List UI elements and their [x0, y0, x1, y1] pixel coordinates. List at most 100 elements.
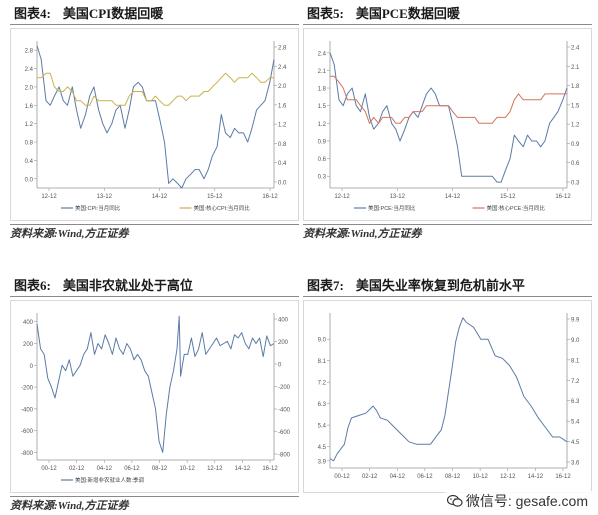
source-note: 资料来源:Wind,方正证券: [10, 224, 299, 240]
legend-label: 美国:新增非农就业人数:季调: [75, 476, 145, 484]
chart-title: 美国CPI数据回暖: [62, 6, 164, 21]
y-tick-label-left: 9.0: [318, 338, 327, 344]
legend-label: 美国:核心PCE:当月同比: [487, 204, 546, 212]
x-tick-label: 16-12: [262, 194, 278, 200]
x-tick-label: 12-12: [207, 466, 223, 472]
y-tick-label-left: 0.3: [318, 175, 327, 181]
source-note: 资料来源:Wind,方正证券: [303, 224, 592, 240]
x-tick-label: 00-12: [41, 466, 57, 472]
x-tick-label: 00-12: [334, 474, 350, 480]
y-tick-label-right: 6.3: [571, 399, 580, 405]
pce-chart: 0.3 0.6 0.9 1.2 1.5 1.8 2.1 2.4 0.3 0.6 0.9 1.2 1.5 1…: [318, 41, 580, 212]
source-text: 资料来源:Wind,方正证券: [10, 228, 129, 240]
y-tick-label-right: 2.1: [571, 65, 580, 71]
x-tick-label: 06-12: [417, 474, 433, 480]
x-tick-label: 16-12: [262, 466, 278, 472]
y-tick-label-right: 1.2: [278, 123, 287, 129]
source-text: 资料来源:Wind,方正证券: [10, 500, 129, 512]
y-tick-label-right: 3.6: [571, 461, 580, 467]
x-tick-label: 14-12: [445, 194, 461, 200]
y-tick-label-right: 400: [278, 318, 289, 324]
y-tick-label-left: 2.4: [25, 67, 34, 73]
wechat-icon: [446, 494, 463, 507]
y-tick-label-right: 5.4: [571, 420, 580, 426]
cpi-chart: 0.0 0.4 0.8 1.2 1.6 2.0 2.4 2.8 0.0 0.4 0.8 1.2 1.6 2…: [25, 41, 287, 212]
y-tick-label-right: 0: [278, 363, 282, 369]
panel-title: 图表5: 美国PCE数据回暖: [303, 4, 592, 25]
figure-label: 图表5:: [307, 6, 344, 21]
series-line-1: [37, 72, 274, 106]
y-tick-label-left: 2.4: [318, 51, 327, 57]
y-tick-label-left: 2.0: [25, 85, 34, 91]
y-tick-label-left: 4.5: [318, 445, 327, 451]
y-tick-label-right: 0.8: [278, 142, 287, 148]
x-tick-label: 12-12: [334, 194, 350, 200]
legend-label: 美国:核心CPI:当月同比: [194, 204, 251, 212]
chart-frame: -800 -600 -400 -200 0 200 400 -800 -600 -400 -200 0…: [10, 300, 299, 493]
chart-title: 美国非农就业处于高位: [62, 278, 193, 293]
chart-title: 美国失业率恢复到危机前水平: [355, 278, 525, 293]
y-tick-label-right: 2.0: [278, 84, 287, 90]
y-tick-label-right: 2.4: [571, 46, 580, 52]
y-tick-label-left: 1.2: [25, 122, 34, 128]
series-line-1: [330, 75, 567, 124]
y-tick-label-left: 6.3: [318, 402, 327, 408]
y-tick-label-left: 0.0: [25, 177, 34, 183]
y-tick-label-left: 3.9: [318, 459, 327, 465]
figure-label: 图表6:: [14, 278, 51, 293]
y-tick-label-left: 1.8: [318, 87, 327, 93]
x-tick-label: 16-12: [555, 474, 571, 480]
y-tick-label-left: -400: [21, 407, 34, 413]
x-tick-label: 14-12: [235, 466, 251, 472]
nfp-chart: -800 -600 -400 -200 0 200 400 -800 -600 -400 -200 0…: [21, 313, 291, 484]
y-tick-label-left: -200: [21, 386, 34, 392]
x-tick-label: 13-12: [390, 194, 406, 200]
y-tick-label-right: 2.8: [278, 46, 287, 52]
y-tick-label-right: 7.2: [571, 379, 580, 385]
y-tick-label-left: 0: [30, 364, 34, 370]
y-tick-label-left: 1.2: [318, 122, 327, 128]
x-tick-label: 14-12: [152, 194, 168, 200]
y-tick-label-right: 4.5: [571, 440, 580, 446]
x-tick-label: 13-12: [97, 194, 113, 200]
x-tick-label: 14-12: [528, 474, 544, 480]
y-tick-label-right: 0.6: [571, 161, 580, 167]
y-tick-label-right: -800: [278, 453, 291, 459]
y-tick-label-right: 0.0: [278, 181, 287, 187]
chart-frame: 0.0 0.4 0.8 1.2 1.6 2.0 2.4 2.8 0.0 0.4 0.8 1.2 1.6 2…: [10, 28, 299, 221]
x-tick-label: 10-12: [472, 474, 488, 480]
y-tick-label-left: 400: [23, 320, 34, 326]
x-tick-label: 04-12: [390, 474, 406, 480]
series-line-0: [329, 317, 568, 462]
chart-frame: 0.3 0.6 0.9 1.2 1.5 1.8 2.1 2.4 0.3 0.6 0.9 1.2 1.5 1…: [303, 28, 592, 221]
y-tick-label-right: 1.8: [571, 84, 580, 90]
panel-title: 图表7: 美国失业率恢复到危机前水平: [303, 276, 592, 297]
source-text: 资料来源:Wind,方正证券: [303, 228, 422, 240]
panel-title: 图表4: 美国CPI数据回暖: [10, 4, 299, 25]
y-tick-label-right: -400: [278, 408, 291, 414]
y-tick-label-left: 200: [23, 342, 34, 348]
series-line-0: [36, 315, 275, 453]
y-tick-label-right: 200: [278, 340, 289, 346]
legend-label: 美国:PCE:当月同比: [368, 204, 416, 212]
source-note: 资料来源:Wind,方正证券: [10, 496, 299, 512]
unemployment-chart: 3.9 4.5 5.4 6.3 7.2 8.1 9.0 3.6 4.5 5.4 6.3 7.2 8.1 9…: [318, 313, 580, 480]
chart-title: 美国PCE数据回暖: [355, 6, 460, 21]
y-tick-label-right: 1.6: [278, 103, 287, 109]
y-tick-label-right: 0.9: [571, 142, 580, 148]
chart-frame: 3.9 4.5 5.4 6.3 7.2 8.1 9.0 3.6 4.5 5.4 6.3 7.2 8.1 9…: [303, 300, 592, 493]
x-tick-label: 10-12: [179, 466, 195, 472]
x-tick-label: 12-12: [500, 474, 516, 480]
y-tick-label-left: 1.5: [318, 104, 327, 110]
y-tick-label-left: 7.2: [318, 381, 327, 387]
x-tick-label: 16-12: [555, 194, 571, 200]
y-tick-label-right: 1.2: [571, 123, 580, 129]
x-tick-label: 02-12: [362, 474, 378, 480]
y-tick-label-left: 8.1: [318, 359, 327, 365]
y-tick-label-right: 8.1: [571, 358, 580, 364]
y-tick-label-left: 2.8: [25, 49, 34, 55]
x-tick-label: 08-12: [152, 466, 168, 472]
legend-label: 美国:CPI:当月同比: [75, 204, 121, 212]
series-line-0: [329, 52, 568, 183]
y-tick-label-left: 0.6: [318, 157, 327, 163]
